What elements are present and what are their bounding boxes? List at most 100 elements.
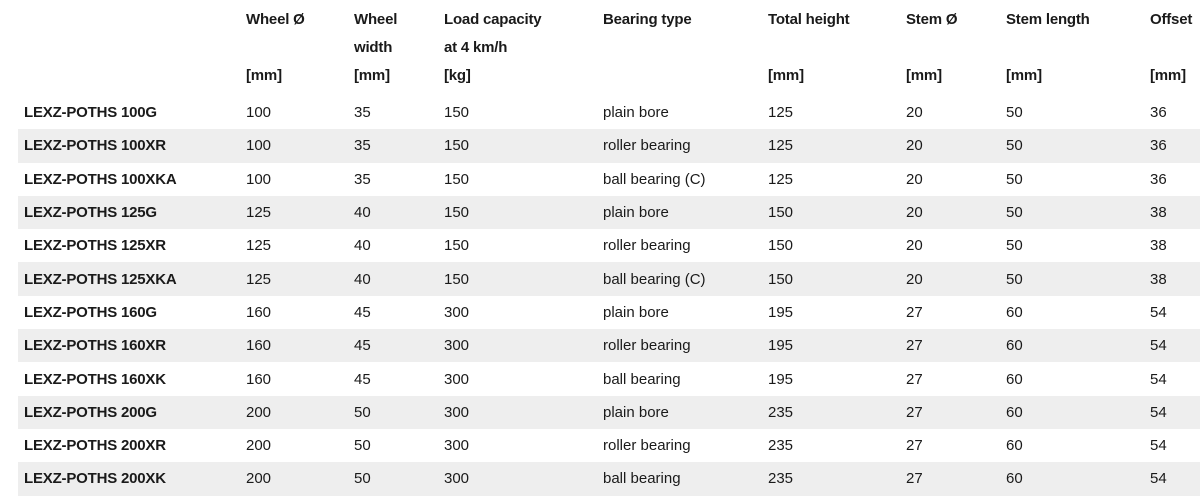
cell-load-capacity: 150: [444, 195, 603, 230]
header-unit: [mm]: [1006, 67, 1042, 84]
cell-stem-diameter: 20: [906, 104, 923, 122]
cell-wheel-width: 40: [354, 237, 371, 255]
header-wheel-width: Wheel width [mm]: [354, 0, 444, 96]
header-unit: [mm]: [768, 67, 804, 84]
header-unit: [mm]: [1150, 67, 1186, 84]
cell-wheel-width: 50: [354, 395, 444, 429]
cell-model: LEXZ-POTHS 160XR: [18, 329, 246, 363]
cell-stem-diameter: 20: [906, 262, 1006, 296]
table-row: LEXZ-POTHS 160G 160 45 300 plain bore 195 27 60…: [18, 296, 1200, 329]
cell-wheel-diameter: 125: [246, 262, 354, 296]
cell-wheel-diameter: 160: [246, 303, 272, 321]
header-line: [906, 34, 1006, 62]
cell-load-capacity: 300: [444, 329, 603, 363]
cell-stem-diameter: 27: [906, 329, 1006, 363]
table-row: LEXZ-POTHS 125XKA 125 40 150 ball bearing (C…: [18, 262, 1200, 296]
cell-stem-diameter: 20: [906, 170, 923, 188]
cell-offset: 36: [1150, 129, 1200, 163]
cell-wheel-width: 40: [354, 195, 444, 230]
cell-bearing-type: ball bearing (C): [603, 262, 768, 296]
header-stem-diameter: Stem Ø [mm]: [906, 0, 1006, 96]
cell-load-capacity: 300: [444, 370, 470, 388]
header-unit: [mm]: [354, 67, 390, 84]
header-line: [1150, 34, 1200, 62]
cell-wheel-width: 45: [354, 370, 371, 388]
cell-offset: 54: [1150, 370, 1167, 388]
header-total-height: Total height [mm]: [768, 0, 906, 96]
cell-stem-length: 50: [1006, 262, 1150, 296]
cell-load-capacity: 150: [444, 129, 603, 163]
cell-bearing-type: plain bore: [603, 195, 768, 230]
header-line: at 4 km/h: [444, 39, 508, 56]
cell-load-capacity: 150: [444, 237, 470, 255]
caster-spec-table: Wheel Ø [mm] Wheel width [mm] Load capac…: [18, 0, 1200, 496]
header-line: [1006, 34, 1150, 62]
cell-wheel-diameter: 160: [246, 370, 272, 388]
table-row: LEXZ-POTHS 200G 200 50 300 plain bore 235 27 60…: [18, 395, 1200, 429]
cell-load-capacity: 150: [444, 262, 603, 296]
cell-stem-length: 60: [1006, 437, 1023, 455]
cell-model: LEXZ-POTHS 160G: [24, 303, 157, 321]
cell-bearing-type: roller bearing: [603, 237, 691, 255]
header-line: Total height: [768, 11, 850, 28]
header-line: Wheel Ø: [246, 11, 305, 28]
cell-wheel-diameter: 160: [246, 329, 354, 363]
cell-wheel-diameter: 100: [246, 129, 354, 163]
header-line: [768, 34, 906, 62]
cell-load-capacity: 150: [444, 170, 470, 188]
cell-stem-length: 50: [1006, 104, 1023, 122]
cell-load-capacity: 300: [444, 303, 470, 321]
cell-stem-diameter: 20: [906, 129, 1006, 163]
header-line: [603, 34, 768, 62]
cell-total-height: 150: [768, 237, 794, 255]
cell-stem-diameter: 27: [906, 303, 923, 321]
cell-stem-length: 50: [1006, 170, 1023, 188]
cell-total-height: 150: [768, 195, 906, 230]
header-offset: Offset [mm]: [1150, 0, 1200, 96]
cell-stem-length: 60: [1006, 462, 1150, 496]
table-row: LEXZ-POTHS 100XKA 100 35 150 ball bearing (C…: [18, 163, 1200, 196]
cell-total-height: 235: [768, 437, 794, 455]
cell-bearing-type: ball bearing: [603, 370, 681, 388]
cell-stem-length: 50: [1006, 129, 1150, 163]
cell-model: LEXZ-POTHS 125XR: [24, 237, 166, 255]
cell-bearing-type: roller bearing: [603, 437, 691, 455]
table-row: LEXZ-POTHS 125XR 125 40 150 roller bearing 15…: [18, 229, 1200, 262]
header-unit: [603, 62, 768, 90]
cell-offset: 54: [1150, 462, 1200, 496]
header-load-capacity: Load capacity at 4 km/h [kg]: [444, 0, 603, 96]
cell-model: LEXZ-POTHS 200XK: [18, 462, 246, 496]
cell-model: LEXZ-POTHS 200G: [18, 395, 246, 429]
cell-total-height: 150: [768, 262, 906, 296]
header-line: [18, 62, 246, 90]
cell-wheel-diameter: 125: [246, 195, 354, 230]
cell-total-height: 235: [768, 395, 906, 429]
cell-stem-length: 50: [1006, 237, 1023, 255]
cell-offset: 54: [1150, 437, 1167, 455]
table-row: LEXZ-POTHS 125G 125 40 150 plain bore 150 20 50…: [18, 195, 1200, 230]
header-line: [18, 34, 246, 62]
header-line: [246, 34, 354, 62]
cell-bearing-type: plain bore: [603, 395, 768, 429]
table-row: LEXZ-POTHS 100G 100 35 150 plain bore 125 20 50…: [18, 96, 1200, 129]
cell-model: LEXZ-POTHS 125XKA: [18, 262, 246, 296]
cell-total-height: 125: [768, 170, 794, 188]
header-line: Stem length: [1006, 11, 1090, 28]
cell-stem-diameter: 20: [906, 195, 1006, 230]
cell-stem-length: 60: [1006, 370, 1023, 388]
cell-stem-diameter: 27: [906, 462, 1006, 496]
cell-wheel-diameter: 200: [246, 462, 354, 496]
header-unit: [kg]: [444, 67, 471, 84]
table-body: LEXZ-POTHS 100G 100 35 150 plain bore 125 20 50…: [18, 96, 1200, 496]
cell-bearing-type: ball bearing: [603, 462, 768, 496]
header-wheel-diameter: Wheel Ø [mm]: [246, 0, 354, 96]
header-model: [18, 0, 246, 96]
cell-wheel-width: 45: [354, 303, 371, 321]
cell-load-capacity: 300: [444, 462, 603, 496]
cell-model: LEXZ-POTHS 100XKA: [24, 170, 177, 188]
cell-stem-length: 60: [1006, 303, 1023, 321]
header-unit: [mm]: [246, 67, 282, 84]
cell-model: LEXZ-POTHS 100XR: [18, 129, 246, 163]
cell-wheel-width: 50: [354, 437, 371, 455]
table-row: LEXZ-POTHS 160XR 160 45 300 roller bearing 19…: [18, 329, 1200, 363]
